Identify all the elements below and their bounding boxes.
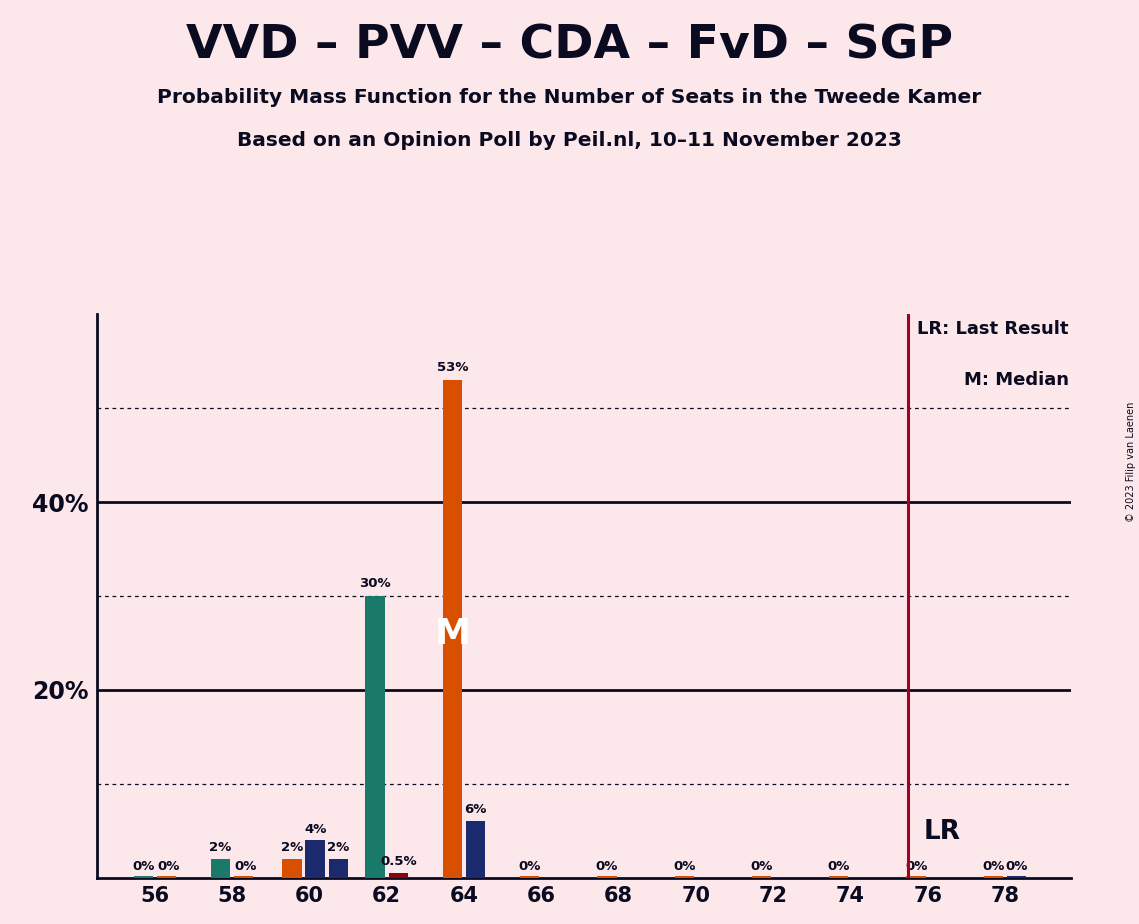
Bar [366,596,385,878]
Bar [388,873,408,878]
Bar [466,821,485,878]
Bar [329,859,349,878]
Bar [829,876,849,878]
Bar [233,876,253,878]
Text: 0%: 0% [828,860,850,873]
Text: LR: LR [924,819,961,845]
Text: 0%: 0% [132,860,155,873]
Bar [674,876,694,878]
Text: LR: Last Result: LR: Last Result [917,320,1068,338]
Text: 0%: 0% [157,860,180,873]
Text: Based on an Opinion Poll by Peil.nl, 10–11 November 2023: Based on an Opinion Poll by Peil.nl, 10–… [237,131,902,151]
Text: VVD – PVV – CDA – FvD – SGP: VVD – PVV – CDA – FvD – SGP [186,23,953,68]
Text: 0%: 0% [596,860,618,873]
Text: 6%: 6% [465,803,486,816]
Bar [1007,876,1026,878]
Text: 0%: 0% [904,860,927,873]
Text: 2%: 2% [327,842,350,855]
Text: 0%: 0% [982,860,1005,873]
Bar [907,876,926,878]
Text: M: M [434,616,470,650]
Text: 2%: 2% [281,842,303,855]
Text: 4%: 4% [304,822,327,835]
Text: M: Median: M: Median [964,371,1068,388]
Bar [133,876,153,878]
Bar [443,380,462,878]
Bar [305,840,325,878]
Text: © 2023 Filip van Laenen: © 2023 Filip van Laenen [1125,402,1136,522]
Bar [597,876,616,878]
Text: 0%: 0% [751,860,772,873]
Text: 0.5%: 0.5% [380,856,417,869]
Text: 0%: 0% [235,860,256,873]
Text: 0%: 0% [1006,860,1027,873]
Text: 2%: 2% [210,842,231,855]
Text: 30%: 30% [359,578,391,590]
Text: Probability Mass Function for the Number of Seats in the Tweede Kamer: Probability Mass Function for the Number… [157,88,982,107]
Bar [984,876,1003,878]
Bar [211,859,230,878]
Bar [157,876,177,878]
Text: 0%: 0% [518,860,541,873]
Bar [752,876,771,878]
Text: 0%: 0% [673,860,696,873]
Bar [282,859,302,878]
Bar [521,876,539,878]
Text: 53%: 53% [436,361,468,374]
